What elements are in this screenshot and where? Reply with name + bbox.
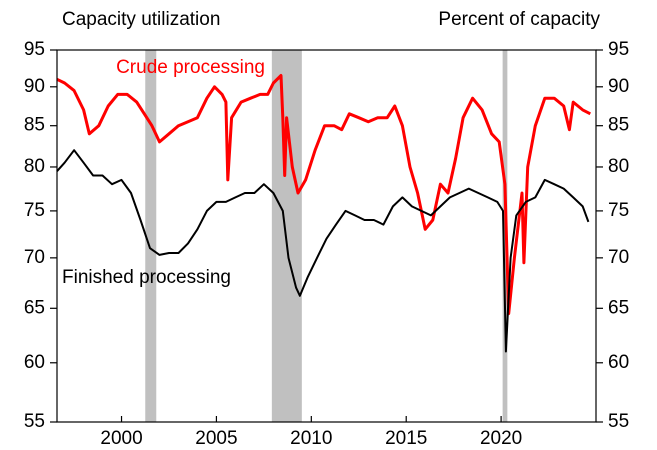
y2-tick-label: 75 bbox=[608, 200, 629, 221]
y2-tick-label: 90 bbox=[608, 76, 629, 97]
x-tick-label: 2000 bbox=[100, 428, 142, 449]
y-tick-label: 80 bbox=[24, 156, 45, 177]
recession-band bbox=[145, 50, 157, 422]
y2-tick-label: 60 bbox=[608, 352, 629, 373]
y-tick-label: 75 bbox=[24, 200, 45, 221]
series-label: Crude processing bbox=[116, 57, 265, 78]
x-tick-label: 2020 bbox=[480, 428, 522, 449]
x-tick-label: 2015 bbox=[385, 428, 427, 449]
left-axis-label: Capacity utilization bbox=[62, 9, 220, 30]
y2-tick-label: 85 bbox=[608, 115, 629, 136]
y-tick-label: 55 bbox=[24, 411, 45, 432]
series-label: Finished processing bbox=[62, 267, 231, 288]
y-tick-label: 90 bbox=[24, 76, 45, 97]
x-tick-label: 2005 bbox=[195, 428, 237, 449]
data-line bbox=[56, 149, 590, 353]
y-tick-label: 65 bbox=[24, 297, 45, 318]
y-tick-label: 95 bbox=[24, 39, 45, 60]
data-line bbox=[56, 74, 591, 316]
right-axis-label: Percent of capacity bbox=[438, 9, 600, 30]
x-tick-label: 2010 bbox=[290, 428, 332, 449]
y2-tick-label: 80 bbox=[608, 156, 629, 177]
y2-tick-label: 95 bbox=[608, 39, 629, 60]
y2-tick-label: 70 bbox=[608, 247, 629, 268]
y2-tick-label: 55 bbox=[608, 411, 629, 432]
y2-tick-label: 65 bbox=[608, 297, 629, 318]
plot-frame bbox=[56, 49, 597, 423]
y-tick-label: 70 bbox=[24, 247, 45, 268]
y-tick-label: 85 bbox=[24, 115, 45, 136]
y-tick-label: 60 bbox=[24, 352, 45, 373]
